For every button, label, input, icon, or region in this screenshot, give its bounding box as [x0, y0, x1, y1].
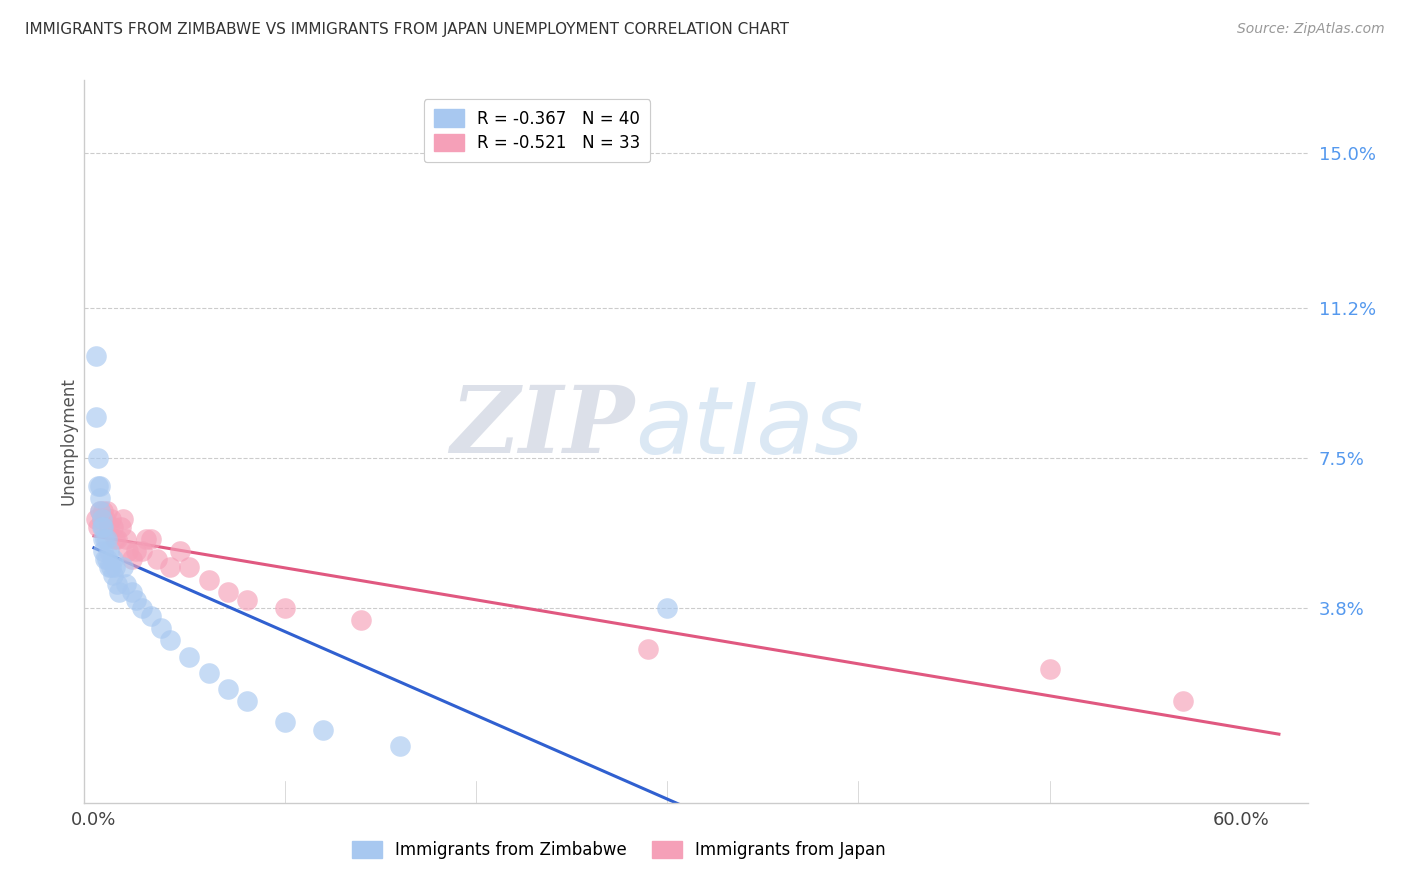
Point	[87, 520, 110, 534]
Point	[93, 544, 115, 558]
Y-axis label: Unemployment: Unemployment	[59, 377, 77, 506]
Point	[111, 560, 134, 574]
Point	[110, 520, 132, 534]
Point	[90, 511, 112, 525]
Point	[312, 723, 335, 737]
Point	[115, 576, 138, 591]
Point	[84, 349, 107, 363]
Point	[146, 552, 169, 566]
Point	[96, 552, 118, 566]
Point	[105, 576, 128, 591]
Text: IMMIGRANTS FROM ZIMBABWE VS IMMIGRANTS FROM JAPAN UNEMPLOYMENT CORRELATION CHART: IMMIGRANTS FROM ZIMBABWE VS IMMIGRANTS F…	[25, 22, 789, 37]
Point	[89, 491, 111, 506]
Point	[274, 601, 297, 615]
Point	[105, 532, 128, 546]
Point	[388, 739, 411, 753]
Point	[84, 511, 107, 525]
Point	[90, 511, 112, 525]
Point	[131, 544, 153, 558]
Point	[90, 520, 112, 534]
Point	[100, 511, 122, 525]
Point	[274, 714, 297, 729]
Point	[84, 410, 107, 425]
Point	[350, 613, 373, 627]
Point	[94, 511, 117, 525]
Point	[98, 544, 121, 558]
Point	[169, 544, 191, 558]
Point	[94, 552, 117, 566]
Legend: R = -0.367   N = 40, R = -0.521   N = 33: R = -0.367 N = 40, R = -0.521 N = 33	[423, 99, 650, 162]
Point	[121, 584, 143, 599]
Point	[197, 665, 219, 680]
Point	[100, 560, 122, 574]
Point	[217, 682, 239, 697]
Point	[217, 584, 239, 599]
Point	[93, 532, 115, 546]
Point	[1173, 694, 1195, 708]
Point	[115, 532, 138, 546]
Point	[89, 479, 111, 493]
Text: atlas: atlas	[636, 382, 863, 473]
Point	[111, 511, 134, 525]
Text: Source: ZipAtlas.com: Source: ZipAtlas.com	[1237, 22, 1385, 37]
Point	[236, 592, 259, 607]
Point	[135, 532, 157, 546]
Point	[125, 592, 148, 607]
Point	[657, 601, 679, 615]
Point	[96, 532, 118, 546]
Point	[101, 568, 124, 582]
Point	[197, 573, 219, 587]
Point	[125, 544, 148, 558]
Point	[179, 649, 201, 664]
Point	[101, 520, 124, 534]
Point	[637, 641, 659, 656]
Point	[98, 560, 121, 574]
Point	[159, 560, 181, 574]
Point	[93, 520, 115, 534]
Point	[121, 552, 143, 566]
Point	[104, 560, 127, 574]
Point	[87, 450, 110, 465]
Point	[141, 609, 163, 624]
Point	[149, 621, 172, 635]
Point	[96, 503, 118, 517]
Point	[87, 479, 110, 493]
Point	[101, 552, 124, 566]
Point	[159, 633, 181, 648]
Text: ZIP: ZIP	[450, 382, 636, 472]
Point	[179, 560, 201, 574]
Point	[93, 503, 115, 517]
Point	[104, 532, 127, 546]
Point	[131, 601, 153, 615]
Point	[1038, 662, 1060, 676]
Point	[117, 544, 139, 558]
Point	[141, 532, 163, 546]
Point	[89, 503, 111, 517]
Legend: Immigrants from Zimbabwe, Immigrants from Japan: Immigrants from Zimbabwe, Immigrants fro…	[344, 834, 893, 866]
Point	[98, 520, 121, 534]
Point	[89, 503, 111, 517]
Point	[236, 694, 259, 708]
Point	[107, 584, 129, 599]
Point	[94, 532, 117, 546]
